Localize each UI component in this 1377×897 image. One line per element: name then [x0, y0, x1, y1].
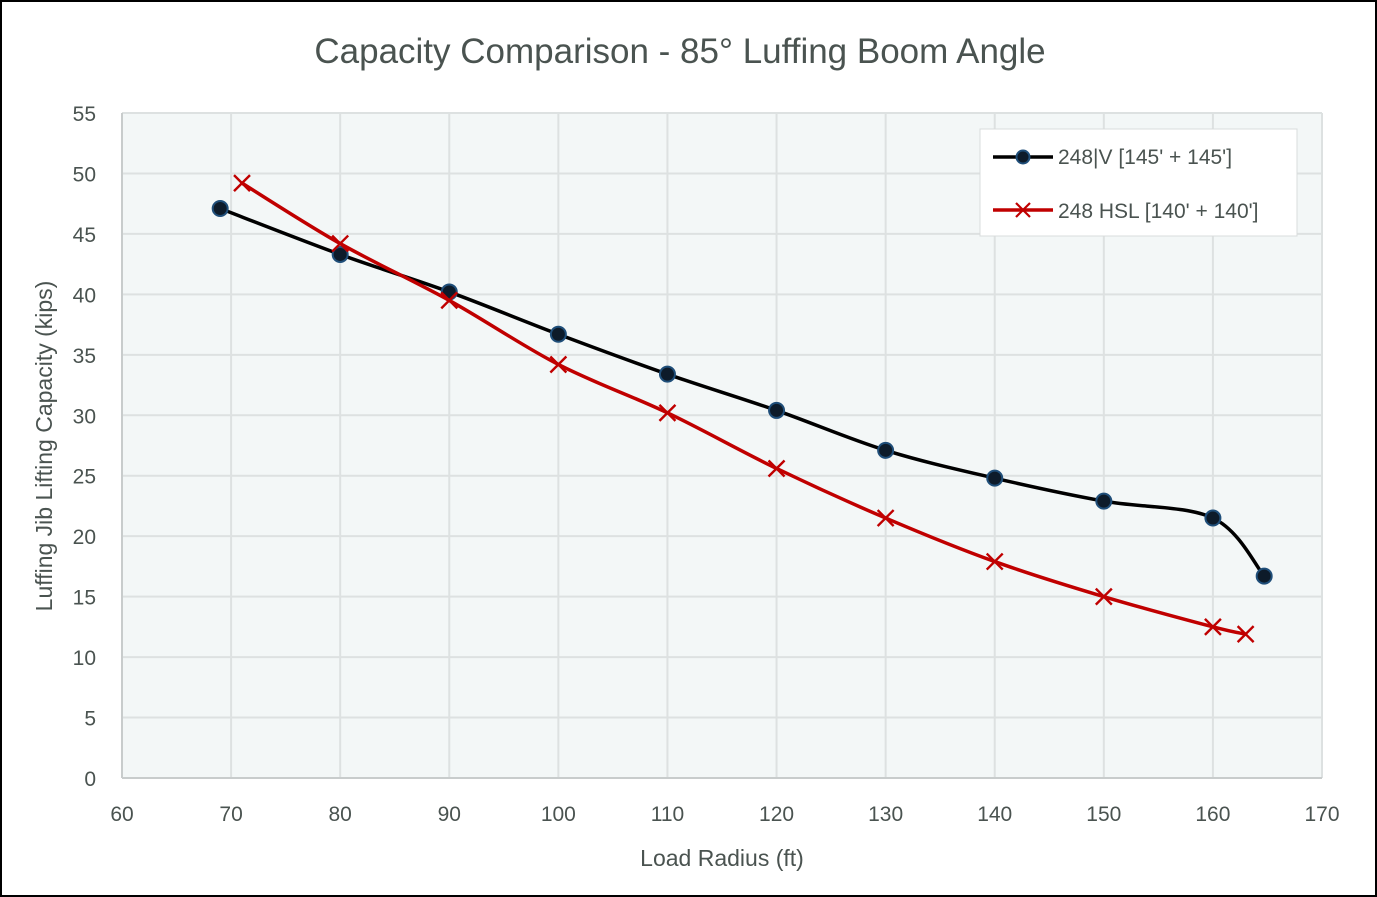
y-tick-label: 30	[73, 405, 96, 428]
chart-title: Capacity Comparison - 85° Luffing Boom A…	[314, 32, 1045, 71]
legend-label-series-1: 248|V [145' + 145']	[1058, 146, 1232, 169]
data-point[interactable]	[549, 355, 568, 374]
data-point[interactable]	[549, 325, 567, 343]
x-tick-label: 60	[110, 803, 133, 826]
y-tick-label: 15	[73, 587, 96, 610]
data-point[interactable]	[768, 401, 786, 419]
data-point[interactable]	[1095, 492, 1113, 510]
legend-item-series-2[interactable]: 248 HSL [140' + 140']	[993, 200, 1258, 223]
data-point[interactable]	[1204, 618, 1222, 636]
series-layer	[211, 174, 1273, 643]
legend-box	[979, 128, 1298, 237]
data-point[interactable]	[767, 459, 786, 478]
gridlines	[121, 112, 1323, 779]
data-point[interactable]	[1255, 567, 1273, 585]
y-tick-label: 10	[73, 647, 96, 670]
data-point[interactable]	[877, 441, 895, 459]
x-tick-label: 80	[329, 803, 352, 826]
x-tick-label: 70	[219, 803, 242, 826]
data-point[interactable]	[233, 174, 251, 192]
x-tick-label: 120	[759, 803, 794, 826]
data-point[interactable]	[658, 404, 677, 422]
circle-marker-icon	[1015, 149, 1031, 165]
data-point[interactable]	[985, 552, 1004, 571]
data-point[interactable]	[1094, 587, 1113, 606]
x-axis-label: Load Radius (ft)	[640, 845, 804, 871]
y-tick-label: 20	[73, 526, 96, 549]
data-point[interactable]	[331, 234, 350, 253]
x-tick-label: 150	[1086, 803, 1121, 826]
y-tick-label: 0	[84, 768, 96, 791]
data-point[interactable]	[658, 365, 676, 383]
data-point[interactable]	[1236, 625, 1255, 643]
legend-label-series-2: 248 HSL [140' + 140']	[1058, 200, 1258, 223]
y-axis-label: Luffing Jib Lifting Capacity (kips)	[31, 281, 57, 612]
data-point[interactable]	[986, 469, 1004, 487]
data-point[interactable]	[440, 291, 459, 310]
legend: 248|V [145' + 145'] 248 HSL [140' + 140'…	[979, 128, 1298, 237]
x-tick-label: 170	[1304, 803, 1339, 826]
series-line-2	[240, 181, 1248, 636]
y-tick-label: 25	[73, 466, 96, 489]
x-tick-label: 130	[868, 803, 903, 826]
x-tick-label: 110	[651, 803, 684, 826]
data-point[interactable]	[1204, 509, 1222, 527]
x-tick-label: 90	[438, 803, 461, 826]
y-tick-label: 40	[73, 284, 96, 307]
series-2	[233, 174, 1255, 643]
x-axis-ticks: 60 70 80 90 100 110 120 130 140 150 160 170	[110, 803, 1339, 826]
data-point[interactable]	[876, 509, 895, 527]
data-point[interactable]	[331, 245, 349, 263]
y-tick-label: 5	[84, 708, 96, 731]
x-marker-icon	[1015, 202, 1031, 218]
y-axis-ticks: 0 5 10 15 20 25 30 35 40 45 50 55	[73, 103, 96, 791]
y-tick-label: 45	[73, 224, 96, 247]
axes	[121, 113, 1322, 779]
y-tick-label: 35	[73, 345, 96, 368]
x-tick-label: 160	[1195, 803, 1230, 826]
x-tick-label: 100	[541, 803, 576, 826]
data-point[interactable]	[211, 200, 229, 218]
y-tick-label: 50	[73, 163, 96, 186]
x-tick-label: 140	[977, 803, 1012, 826]
y-tick-label: 55	[73, 103, 96, 126]
legend-item-series-1[interactable]: 248|V [145' + 145']	[993, 146, 1232, 169]
